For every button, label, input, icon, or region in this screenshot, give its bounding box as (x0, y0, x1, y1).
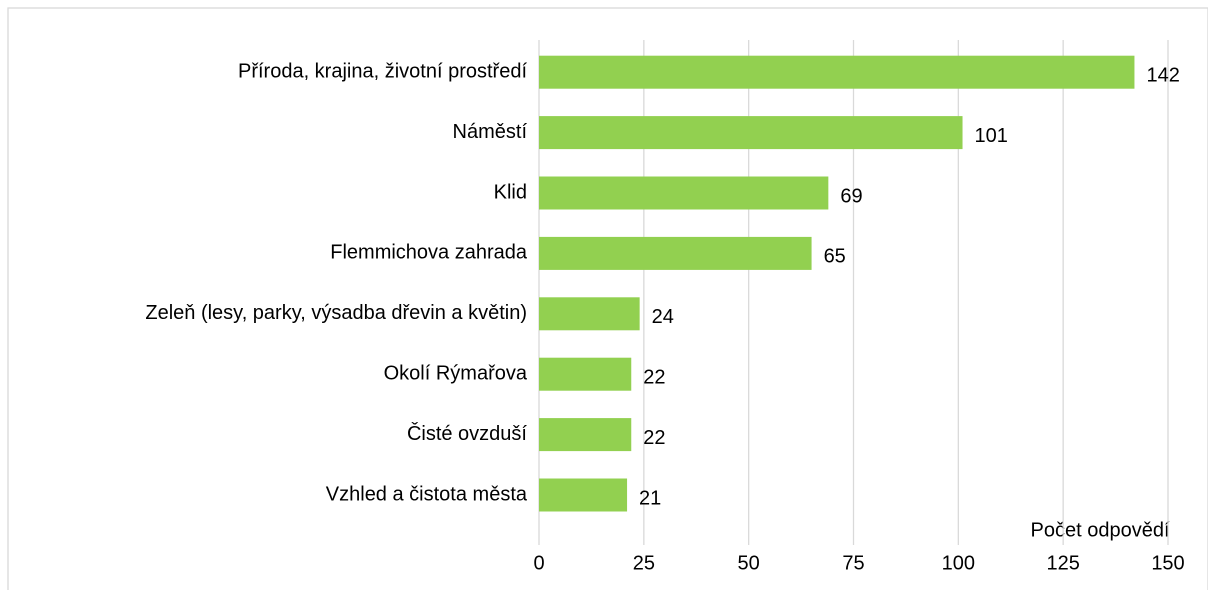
data-label: 142 (1146, 64, 1179, 86)
bar (539, 297, 640, 331)
x-tick-label: 75 (842, 552, 864, 574)
data-label: 22 (643, 427, 665, 449)
bar (539, 176, 829, 210)
data-label: 65 (824, 246, 846, 268)
chart-border (7, 7, 1208, 590)
bar (539, 357, 632, 391)
x-tick-label: 25 (633, 552, 655, 574)
category-label: Flemmichova zahrada (330, 242, 528, 264)
category-label: Vzhled a čistota města (326, 483, 528, 505)
x-tick-label: 0 (533, 552, 544, 574)
x-tick-label: 100 (942, 552, 975, 574)
category-label: Náměstí (453, 121, 528, 143)
x-tick-label: 150 (1151, 552, 1184, 574)
data-label: 24 (652, 306, 674, 328)
data-label: 21 (639, 487, 661, 509)
x-tick-label: 50 (738, 552, 760, 574)
bar (539, 116, 963, 150)
bar (539, 236, 812, 270)
data-label: 101 (975, 125, 1008, 147)
category-label: Klid (494, 181, 527, 203)
bar (539, 55, 1135, 89)
data-label: 69 (840, 185, 862, 207)
bar (539, 418, 632, 452)
x-axis-label: Počet odpovědí (1031, 519, 1170, 541)
bar (539, 478, 628, 512)
category-label: Okolí Rýmařova (384, 362, 528, 384)
category-label: Čisté ovzduší (407, 422, 527, 445)
data-label: 22 (643, 366, 665, 388)
x-tick-label: 125 (1046, 552, 1079, 574)
category-label: Příroda, krajina, životní prostředí (238, 60, 527, 82)
category-label: Zeleň (lesy, parky, výsadba dřevin a kvě… (145, 302, 527, 324)
